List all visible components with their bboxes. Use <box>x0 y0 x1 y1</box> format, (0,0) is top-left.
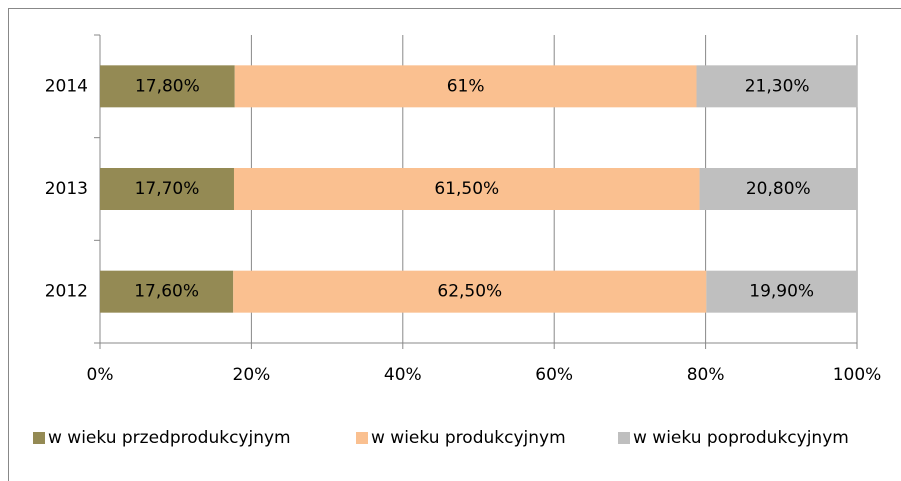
legend-swatch <box>618 432 630 444</box>
bar-segment <box>100 168 234 210</box>
data-label: 17,80% <box>135 76 200 96</box>
bar-segment <box>234 65 697 108</box>
data-label: 20,80% <box>746 179 811 199</box>
x-tick-label: 60% <box>535 365 573 385</box>
bar-segment <box>100 270 234 313</box>
bar-segment <box>696 65 858 108</box>
data-label: 21,30% <box>745 76 810 96</box>
y-tick-label: 2012 <box>45 282 88 302</box>
legend-label: w wieku produkcyjnym <box>371 428 566 448</box>
legend-label: w wieku poprodukcyjnym <box>633 428 849 448</box>
data-label: 61,50% <box>434 179 499 199</box>
data-label: 17,70% <box>135 179 200 199</box>
x-tick-label: 0% <box>87 365 114 385</box>
x-tick-label: 100% <box>833 365 882 385</box>
legend-swatch <box>33 432 45 444</box>
x-tick-label: 80% <box>687 365 725 385</box>
bar-segment <box>233 270 707 313</box>
bar-segment <box>699 168 857 210</box>
bar-segment <box>706 270 857 313</box>
data-label: 19,90% <box>749 282 814 302</box>
bar-segment <box>233 168 700 210</box>
legend-swatch <box>356 432 368 444</box>
x-tick-label: 40% <box>384 365 422 385</box>
data-label: 17,60% <box>134 282 199 302</box>
y-tick-label: 2014 <box>45 76 88 96</box>
y-tick-label: 2013 <box>45 179 88 199</box>
x-tick-label: 20% <box>233 365 271 385</box>
data-label: 61% <box>447 76 485 96</box>
bar-segment <box>100 65 235 108</box>
legend-label: w wieku przedprodukcyjnym <box>48 428 291 448</box>
data-label: 62,50% <box>437 282 502 302</box>
